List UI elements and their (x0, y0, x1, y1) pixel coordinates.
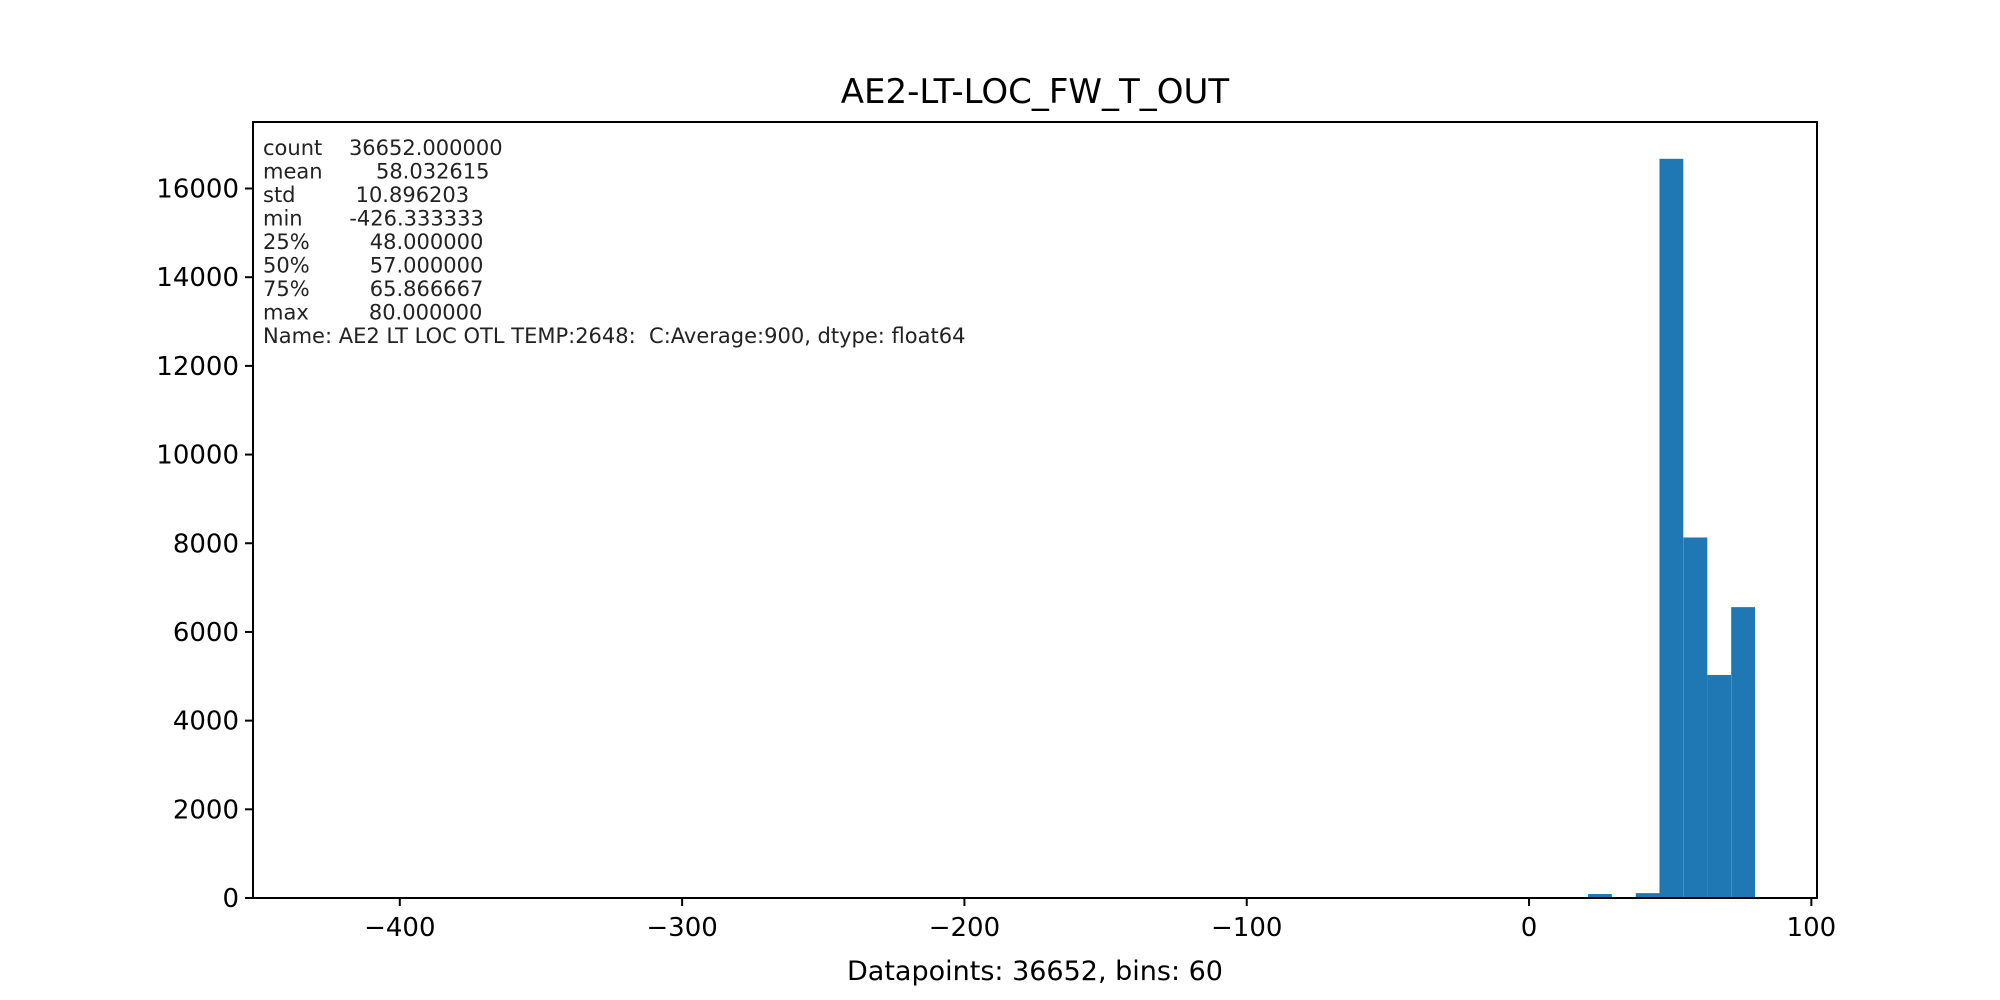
x-axis-label: Datapoints: 36652, bins: 60 (847, 956, 1223, 987)
y-tick-label: 10000 (156, 441, 239, 471)
stats-line: min -426.333333 (263, 207, 484, 231)
stats-line: Name: AE2 LT LOC OTL TEMP:2648: C:Averag… (263, 324, 965, 348)
y-tick-label: 8000 (173, 529, 239, 559)
stats-line: 50% 57.000000 (263, 254, 483, 278)
y-axis-ticks: 0 2000 4000 6000 8000 10000 12000 14000 16000 (156, 175, 253, 914)
y-tick-label: 0 (222, 884, 239, 914)
x-tick-label: −100 (1211, 913, 1282, 943)
histogram-bar-5 (1731, 607, 1756, 898)
y-tick-label: 2000 (173, 795, 239, 825)
histogram-bar-1 (1635, 893, 1660, 898)
histogram-bar-3 (1683, 537, 1708, 898)
x-tick-label: −300 (646, 913, 717, 943)
x-tick-label: −400 (364, 913, 435, 943)
x-tick-label: 100 (1787, 913, 1837, 943)
y-tick-label: 14000 (156, 263, 239, 293)
histogram-bar-2 (1659, 158, 1684, 898)
bars-group (1588, 158, 1756, 898)
stats-line: count 36652.000000 (263, 136, 503, 160)
x-tick-label: −200 (929, 913, 1000, 943)
stats-line: 75% 65.866667 (263, 277, 483, 301)
y-tick-label: 16000 (156, 175, 239, 205)
y-tick-label: 4000 (173, 707, 239, 737)
x-tick-label: 0 (1521, 913, 1538, 943)
chart-title: AE2-LT-LOC_FW_T_OUT (841, 72, 1230, 112)
plot-frame (252, 121, 1818, 899)
y-tick-label: 6000 (173, 618, 239, 648)
stats-line: mean 58.032615 (263, 160, 490, 184)
stats-line: std 10.896203 (263, 183, 469, 207)
stats-line: max 80.000000 (263, 301, 482, 325)
y-tick-label: 12000 (156, 352, 239, 382)
x-axis-ticks: −400 −300 −200 −100 0 100 (364, 898, 1836, 943)
stats-line: 25% 48.000000 (263, 230, 483, 254)
histogram-bar-0 (1588, 894, 1612, 898)
histogram-bar-4 (1707, 674, 1732, 898)
